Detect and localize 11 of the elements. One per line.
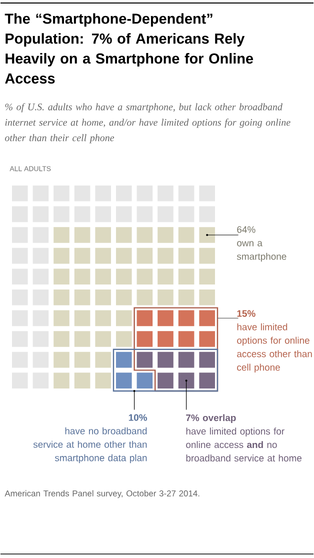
text: American Trends Panel survey, October 3-27 2014. [4,490,200,498]
data-label: 7% overlap [186,414,236,424]
data-label: 15% [237,310,256,317]
text: % of U.S. adults who have a smartphone, but lack other broadband internet service at home, and/or have limited options for going online other than their cell phone [4,103,290,144]
data-label: 10% [128,414,148,421]
category-label: have limited options for online access and no broadband service at home [186,428,302,462]
text: The “Smartphone-Dependent” Population: 7% of Americans Rely Heavily on a Smartphone for Online Access [4,13,254,84]
category-label: have no broadband service at home other than smartphone data plan [33,427,147,464]
category-label: have limited options for online access other than cell phone [237,323,312,373]
category-label: own a smartphone [236,241,286,262]
data-label: 64% [237,226,256,233]
